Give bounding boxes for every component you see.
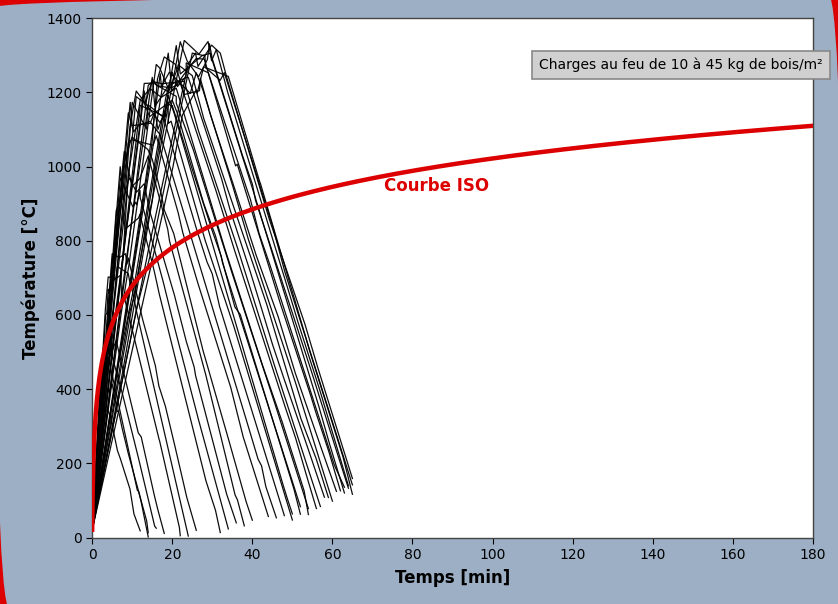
Text: Charges au feu de 10 à 45 kg de bois/m²: Charges au feu de 10 à 45 kg de bois/m²	[539, 57, 823, 72]
Text: Courbe ISO: Courbe ISO	[385, 176, 489, 194]
Y-axis label: Température [°C]: Température [°C]	[21, 197, 39, 359]
X-axis label: Temps [min]: Temps [min]	[395, 569, 510, 587]
